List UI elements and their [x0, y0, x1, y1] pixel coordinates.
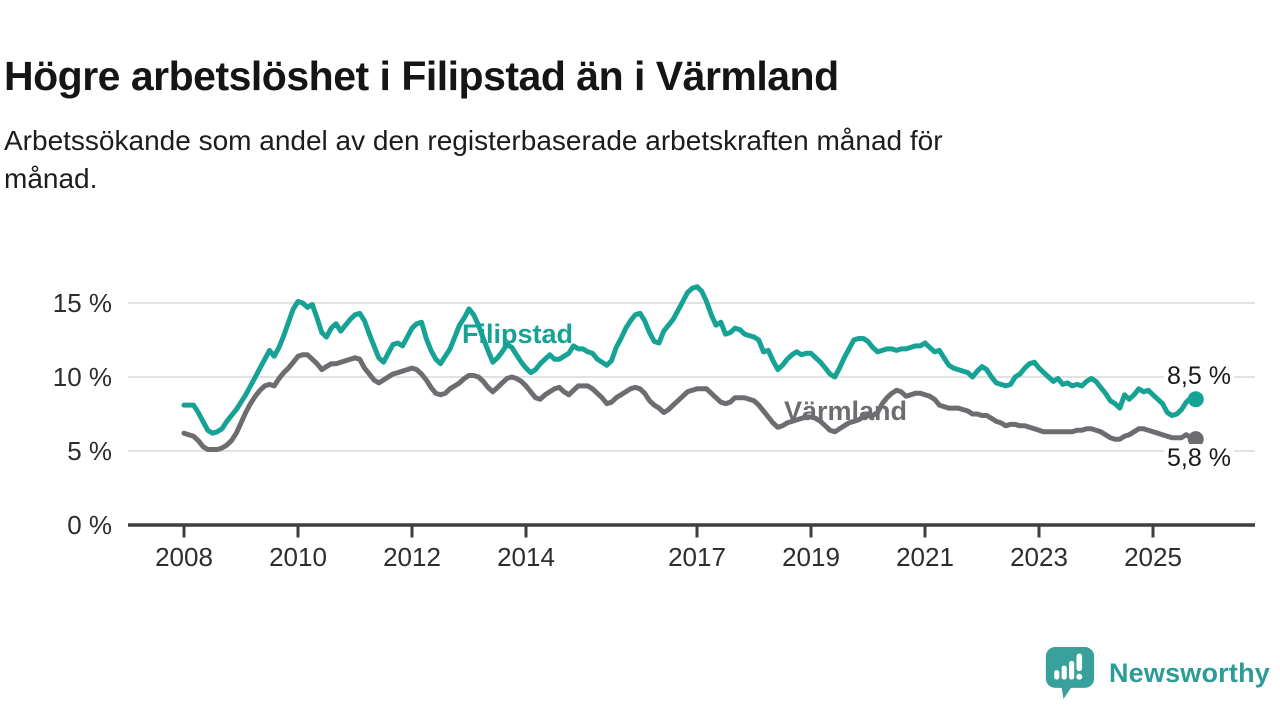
logo-bar-2	[1061, 665, 1067, 680]
logo-exclamation-stem	[1076, 653, 1083, 672]
y-axis-tick-label: 10 %	[53, 362, 112, 392]
newsworthy-logo-icon	[1045, 647, 1095, 699]
subtitle-line-2: månad.	[4, 163, 98, 194]
x-axis-tick-label: 2014	[497, 542, 555, 572]
newsworthy-logo: Newsworthy	[1044, 644, 1270, 702]
varmland-line	[181, 352, 1199, 452]
x-axis-tick-label: 2012	[383, 542, 441, 572]
varmland-series-label: Värmland	[784, 396, 908, 426]
y-axis-tick-label: 15 %	[53, 288, 112, 318]
y-axis-tick-label: 5 %	[67, 436, 112, 466]
newsworthy-logo-text: Newsworthy	[1108, 657, 1270, 688]
logo-bar-3	[1069, 660, 1075, 680]
page-title: Högre arbetslöshet i Filipstad än i Värm…	[4, 53, 839, 100]
subtitle-line-1: Arbetssökande som andel av den registerb…	[4, 125, 943, 156]
x-axis-tick-label: 2010	[269, 542, 327, 572]
varmland-end-dot	[1187, 431, 1204, 448]
x-axis-tick-label: 2017	[668, 542, 726, 572]
chart-subtitle: Arbetssökande som andel av den registerb…	[4, 122, 1224, 198]
filipstad-series-label: Filipstad	[462, 319, 574, 349]
logo-bar-1	[1054, 670, 1060, 680]
filipstad-end-dot	[1187, 391, 1204, 408]
x-axis-tick-label: 2019	[782, 542, 840, 572]
y-axis-tick-label: 0 %	[67, 510, 112, 540]
varmland-end-value: 5,8 %	[1164, 444, 1234, 473]
x-axis-tick-label: 2008	[155, 542, 213, 572]
x-axis-tick-label: 2025	[1124, 542, 1182, 572]
x-axis-tick-label: 2023	[1010, 542, 1068, 572]
x-axis-tick-label: 2021	[896, 542, 954, 572]
filipstad-end-value: 8,5 %	[1164, 362, 1234, 391]
logo-exclamation-dot	[1076, 673, 1083, 680]
filipstad-line	[181, 284, 1199, 436]
